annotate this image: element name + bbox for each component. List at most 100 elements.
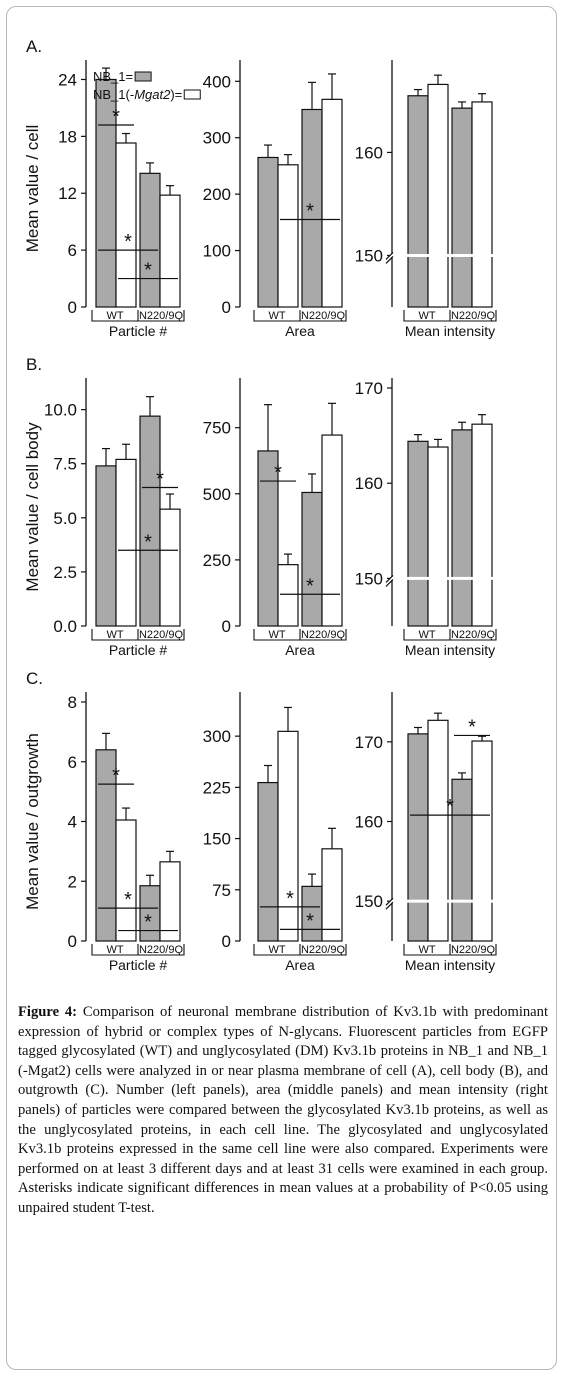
significance-star: * xyxy=(144,531,152,553)
axis-break-mark xyxy=(385,256,394,264)
category-label: N220/9Q xyxy=(301,310,345,322)
bar xyxy=(471,740,493,942)
x-axis-label: Mean intensity xyxy=(405,642,495,658)
caption-text: Comparison of neuronal membrane distribu… xyxy=(18,1004,548,1216)
y-tick-label: 2.5 xyxy=(53,563,77,582)
bar xyxy=(427,446,449,627)
caption-label: Figure 4: xyxy=(18,1004,78,1020)
x-axis-label: Mean intensity xyxy=(405,957,495,973)
significance-star: * xyxy=(144,260,152,282)
y-tick-label: 5.0 xyxy=(53,509,77,528)
y-tick-label: 8 xyxy=(68,693,77,712)
significance-star: * xyxy=(306,201,314,223)
y-axis-label: Mean value / outgrowth xyxy=(23,733,42,910)
category-bracket xyxy=(91,629,185,641)
category-label: WT xyxy=(106,629,123,641)
axis-break-mark xyxy=(385,252,394,260)
legend-label: NB_1= xyxy=(93,69,133,84)
y-tick-label: 24 xyxy=(58,70,77,89)
y-tick-label: 4 xyxy=(68,813,77,832)
bar xyxy=(159,861,181,942)
x-axis-label: Particle # xyxy=(109,323,168,339)
bar xyxy=(451,778,473,942)
category-label: N220/9Q xyxy=(451,944,495,956)
bar xyxy=(139,415,161,627)
category-label: N220/9Q xyxy=(301,944,345,956)
category-bracket xyxy=(253,629,347,641)
category-label: WT xyxy=(106,310,123,322)
bar xyxy=(321,98,343,308)
bar xyxy=(427,719,449,942)
y-tick-label: 0.0 xyxy=(53,617,77,636)
bar xyxy=(471,101,493,308)
y-tick-label: 300 xyxy=(203,129,231,148)
legend-swatch xyxy=(183,89,201,100)
bar xyxy=(301,491,323,627)
category-label: WT xyxy=(418,629,435,641)
axis-break xyxy=(390,253,496,257)
y-tick-label: 100 xyxy=(203,242,231,261)
category-bracket xyxy=(253,944,347,956)
bar xyxy=(257,781,279,942)
significance-star: * xyxy=(274,462,282,484)
category-label: N220/9Q xyxy=(139,310,183,322)
y-tick-label: 0 xyxy=(222,298,231,317)
y-tick-label: 200 xyxy=(203,185,231,204)
bar xyxy=(407,733,429,942)
y-tick-label: 6 xyxy=(68,753,77,772)
y-tick-label: 750 xyxy=(203,419,231,438)
y-tick-label: 160 xyxy=(355,474,383,493)
category-label: WT xyxy=(268,944,285,956)
bar xyxy=(95,465,117,627)
category-label: WT xyxy=(106,944,123,956)
x-axis-label: Area xyxy=(285,642,315,658)
category-label: N220/9Q xyxy=(451,629,495,641)
bar xyxy=(139,172,161,308)
category-label: WT xyxy=(268,629,285,641)
y-tick-label: 6 xyxy=(68,241,77,260)
significance-star: * xyxy=(112,765,120,787)
panel-label: B. xyxy=(26,355,42,374)
bar xyxy=(451,429,473,627)
panel-label: C. xyxy=(26,669,43,688)
y-tick-label: 160 xyxy=(355,143,383,162)
x-axis-label: Particle # xyxy=(109,642,168,658)
bar xyxy=(277,564,299,627)
category-label: N220/9Q xyxy=(139,629,183,641)
category-label: WT xyxy=(418,310,435,322)
y-tick-label: 150 xyxy=(355,892,383,911)
legend-label: NB_1(-Mgat2)= xyxy=(93,87,182,102)
axis-break-mark xyxy=(385,574,394,583)
bar xyxy=(407,95,429,308)
significance-star: * xyxy=(112,106,120,128)
axis-break xyxy=(390,576,496,580)
axis-break xyxy=(390,899,496,903)
legend-swatch xyxy=(134,71,152,82)
category-label: N220/9Q xyxy=(301,629,345,641)
panel-label: A. xyxy=(26,37,42,56)
category-bracket xyxy=(403,629,497,641)
axis-break-mark xyxy=(385,578,394,587)
y-tick-label: 0 xyxy=(68,298,77,317)
figure-frame xyxy=(6,6,557,1370)
y-tick-label: 2 xyxy=(68,872,77,891)
bar xyxy=(427,83,449,308)
y-tick-label: 150 xyxy=(355,569,383,588)
category-bracket xyxy=(403,944,497,956)
significance-star: * xyxy=(124,889,132,911)
y-tick-label: 160 xyxy=(355,813,383,832)
bar xyxy=(257,156,279,308)
bar xyxy=(471,423,493,627)
significance-star: * xyxy=(306,575,314,597)
y-tick-label: 170 xyxy=(355,379,383,398)
y-tick-label: 18 xyxy=(58,127,77,146)
y-tick-label: 170 xyxy=(355,733,383,752)
bar xyxy=(115,142,137,308)
y-axis-label: Mean value / cell xyxy=(23,125,42,253)
figure-caption: Figure 4: Comparison of neuronal membran… xyxy=(18,1003,548,1219)
significance-star: * xyxy=(144,912,152,934)
bar xyxy=(277,164,299,308)
category-label: N220/9Q xyxy=(451,310,495,322)
y-tick-label: 500 xyxy=(203,485,231,504)
